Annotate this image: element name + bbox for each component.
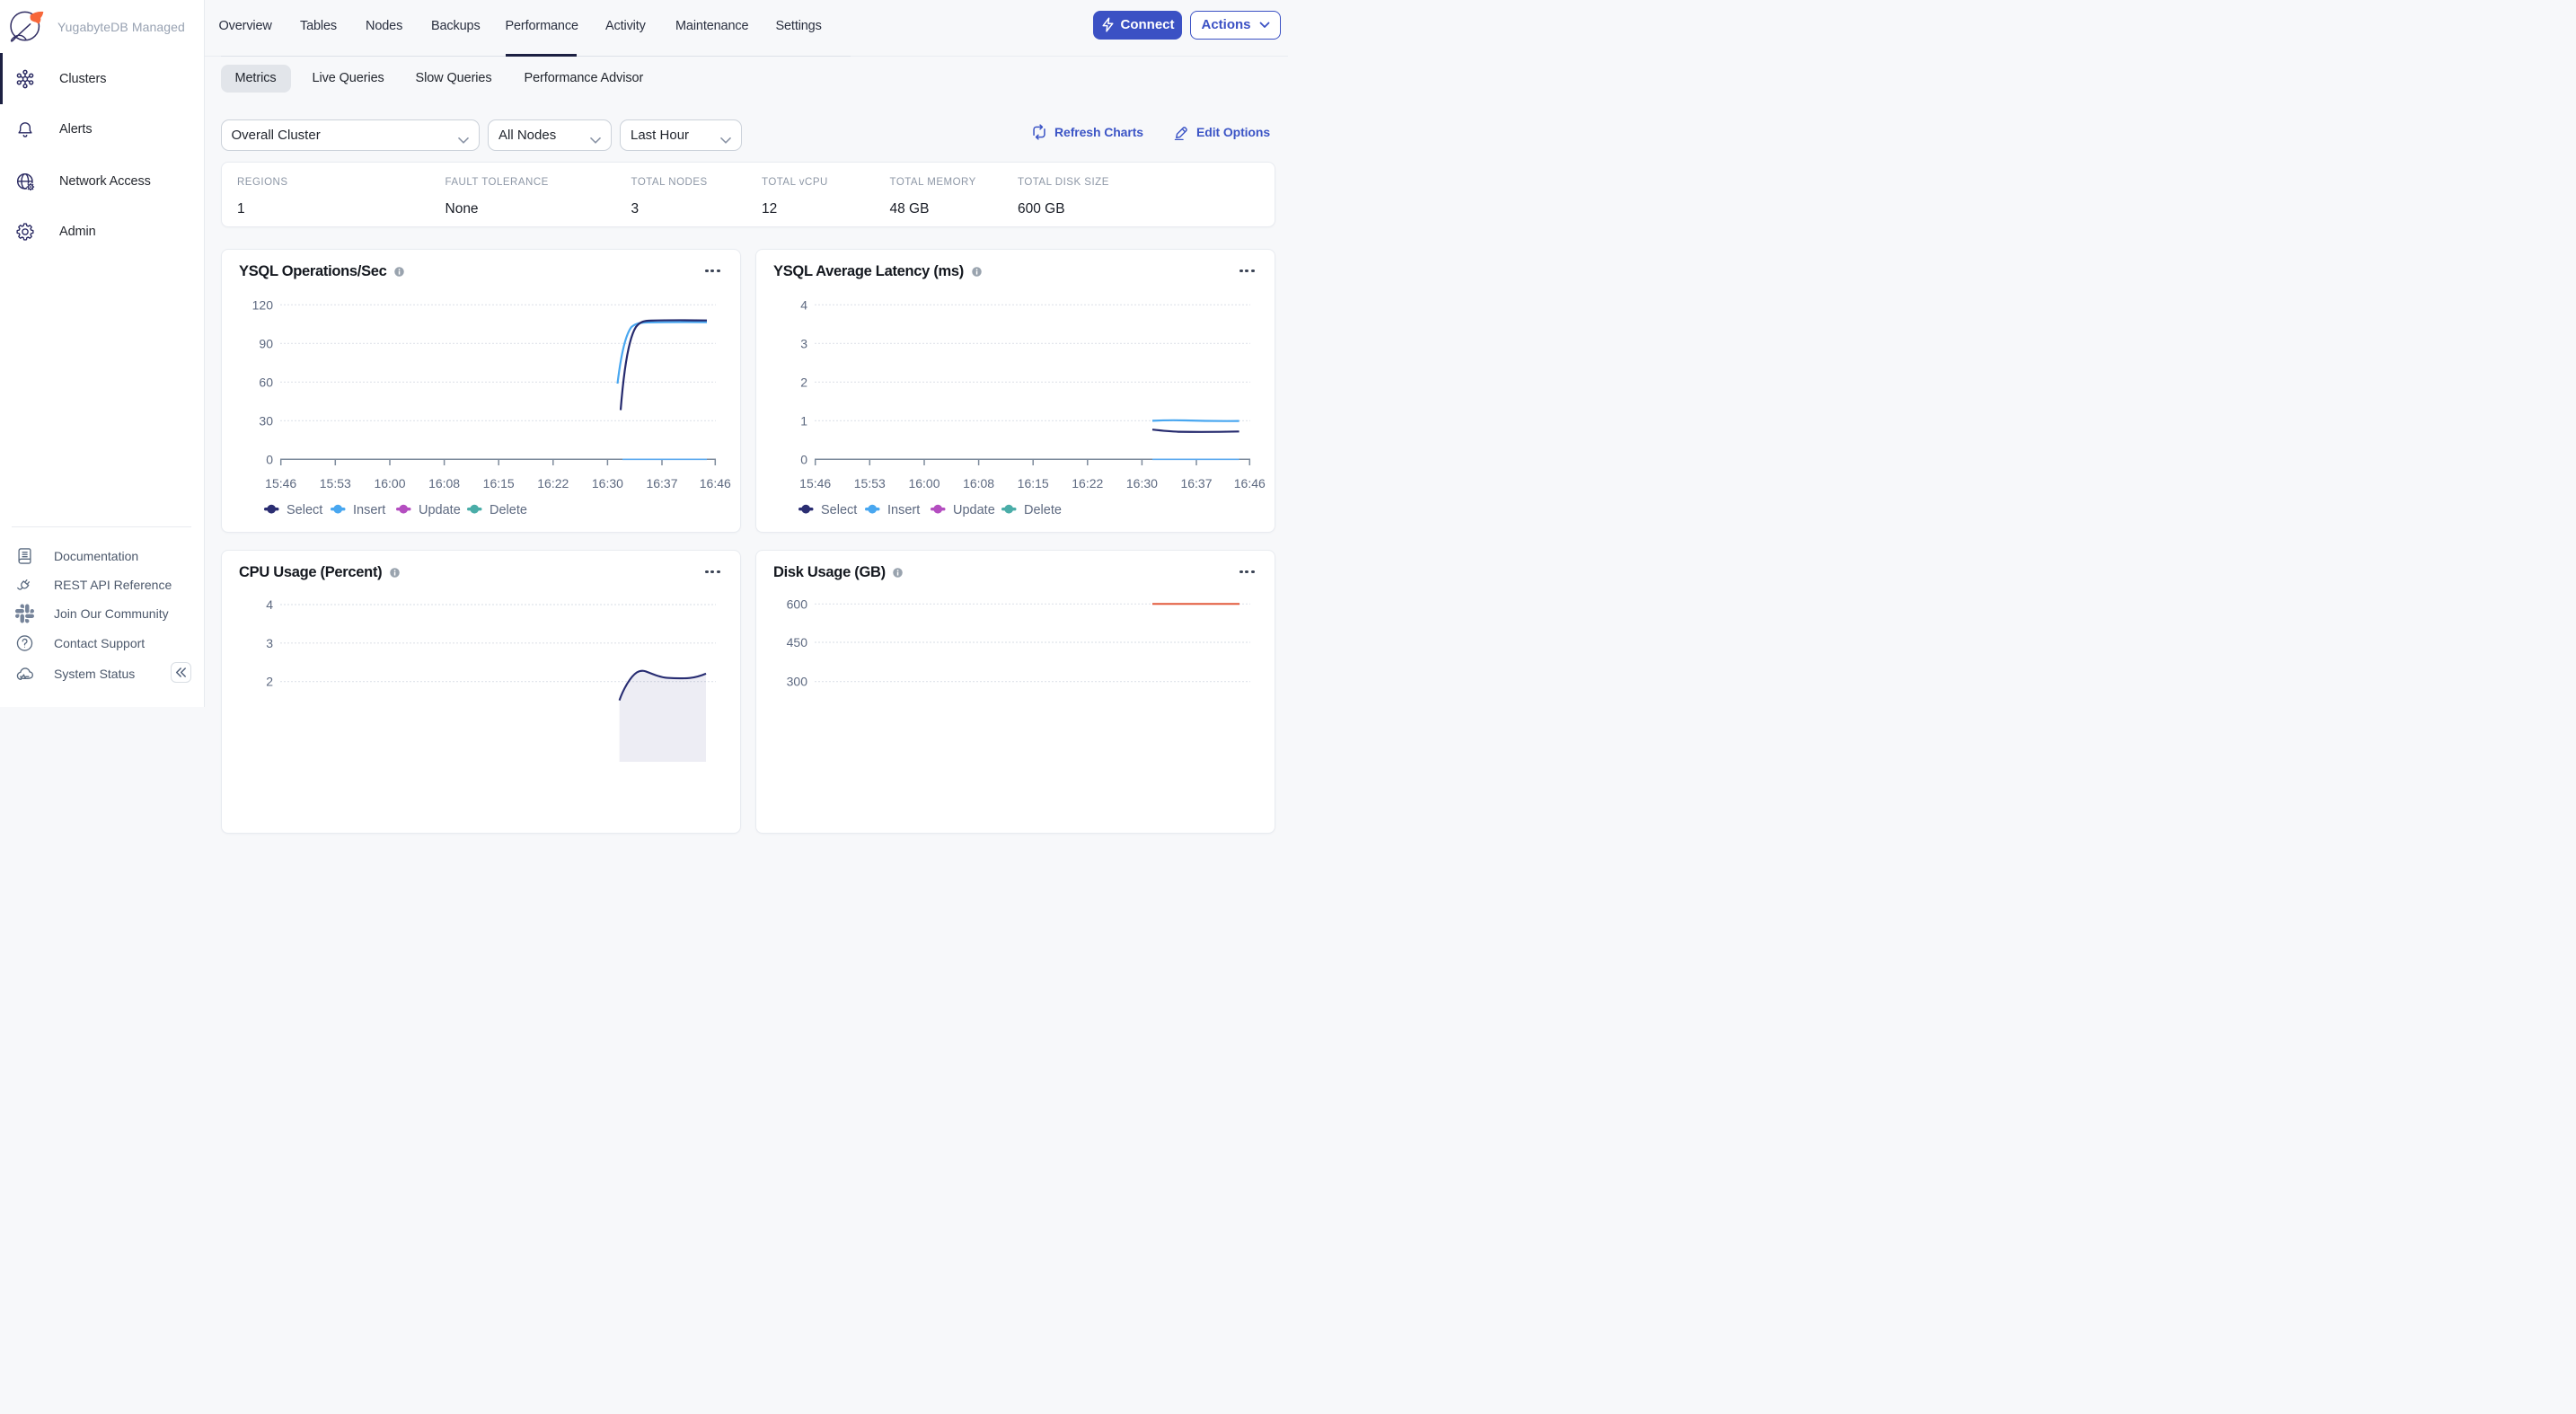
svg-text:60: 60: [259, 375, 273, 389]
svg-text:16:15: 16:15: [1018, 476, 1049, 490]
svg-text:15:46: 15:46: [799, 476, 831, 490]
svg-text:15:53: 15:53: [854, 476, 886, 490]
svg-text:15:53: 15:53: [320, 476, 351, 490]
svg-text:Select: Select: [821, 503, 857, 517]
svg-text:0: 0: [800, 452, 807, 466]
svg-text:16:30: 16:30: [592, 476, 623, 490]
svg-text:Select: Select: [287, 503, 322, 517]
svg-text:16:00: 16:00: [908, 476, 940, 490]
svg-text:90: 90: [259, 336, 273, 350]
svg-text:Insert: Insert: [887, 503, 920, 517]
svg-text:120: 120: [252, 297, 274, 312]
svg-text:16:46: 16:46: [1234, 476, 1266, 490]
svg-text:4: 4: [800, 297, 807, 312]
svg-text:Delete: Delete: [490, 503, 527, 517]
svg-text:Update: Update: [953, 503, 995, 517]
svg-text:0: 0: [266, 452, 273, 466]
svg-text:16:08: 16:08: [963, 476, 994, 490]
svg-text:16:37: 16:37: [1180, 476, 1212, 490]
svg-text:16:37: 16:37: [646, 476, 677, 490]
svg-text:300: 300: [787, 675, 808, 689]
svg-text:Update: Update: [419, 503, 461, 517]
svg-text:Insert: Insert: [353, 503, 385, 517]
svg-text:3: 3: [800, 336, 807, 350]
svg-text:16:22: 16:22: [1072, 476, 1103, 490]
svg-text:15:46: 15:46: [265, 476, 296, 490]
svg-text:600: 600: [787, 597, 808, 611]
svg-text:16:00: 16:00: [374, 476, 405, 490]
svg-text:30: 30: [259, 413, 273, 428]
svg-text:16:22: 16:22: [537, 476, 569, 490]
svg-text:16:15: 16:15: [483, 476, 515, 490]
svg-text:450: 450: [787, 635, 808, 650]
svg-text:1: 1: [800, 413, 807, 428]
svg-text:3: 3: [266, 636, 273, 650]
svg-text:Delete: Delete: [1024, 503, 1062, 517]
svg-text:2: 2: [266, 675, 273, 689]
svg-text:16:30: 16:30: [1126, 476, 1158, 490]
svg-text:16:08: 16:08: [428, 476, 460, 490]
svg-text:4: 4: [266, 597, 273, 612]
svg-text:2: 2: [800, 375, 807, 389]
svg-text:16:46: 16:46: [700, 476, 731, 490]
